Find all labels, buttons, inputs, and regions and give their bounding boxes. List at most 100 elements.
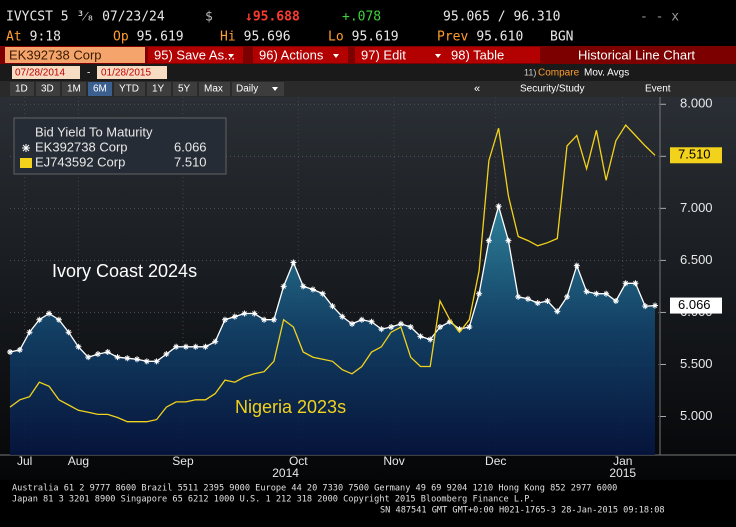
compare[interactable]: Compare [538, 68, 580, 79]
security-study[interactable]: Security/Study [520, 84, 584, 95]
security-input[interactable]: EK392738 Corp [9, 47, 102, 62]
period-label[interactable]: Max [204, 84, 223, 95]
legend-title: Bid Yield To Maturity [35, 124, 153, 139]
period-button[interactable] [62, 82, 86, 96]
period-label[interactable]: 5Y [178, 84, 191, 95]
point-marker [534, 300, 541, 307]
compare-code[interactable]: 11) [524, 67, 536, 77]
security-input-bg[interactable] [5, 47, 145, 63]
point-marker [65, 329, 72, 336]
period-button[interactable] [114, 82, 145, 96]
start-date-box[interactable] [12, 66, 80, 79]
point-marker [114, 354, 121, 361]
period-button[interactable] [10, 82, 34, 96]
period-label[interactable]: 1M [67, 84, 81, 95]
point-marker [251, 310, 258, 317]
quote-label: Prev [437, 30, 468, 45]
point-marker [437, 323, 443, 330]
point-marker [85, 354, 92, 361]
dropdown-arrow[interactable] [272, 87, 278, 91]
y-tick-label: 8.000 [680, 96, 713, 111]
x-tick-label: Oct [289, 454, 308, 468]
annotation: Ivory Coast 2024s [52, 261, 197, 281]
dropdown-arrow[interactable] [435, 54, 441, 58]
point-marker [26, 329, 33, 336]
period-button[interactable] [88, 82, 112, 96]
period-label[interactable]: 1Y [152, 84, 165, 95]
period-button[interactable] [36, 82, 60, 96]
x-tick-label: Dec [485, 454, 506, 468]
last-price: ↓95.688 [245, 10, 300, 25]
point-marker [505, 237, 512, 244]
period-label[interactable]: YTD [119, 84, 139, 95]
point-marker [427, 336, 434, 343]
date-separator: - [87, 68, 90, 79]
x-tick-label: Sep [172, 454, 194, 468]
toolbar-button[interactable] [253, 47, 348, 63]
period-button[interactable] [147, 82, 171, 96]
point-marker [612, 297, 619, 304]
point-marker [573, 262, 580, 269]
y-tick-label: 5.500 [680, 356, 713, 371]
period-label[interactable]: 6M [93, 84, 107, 95]
point-marker [378, 326, 385, 333]
mov-avgs[interactable]: Mov. Avgs [584, 68, 629, 79]
event[interactable]: Event [645, 84, 671, 95]
window-controls[interactable]: - ‑ x [640, 10, 679, 25]
point-marker [544, 297, 551, 304]
frequency[interactable]: Daily [236, 84, 258, 95]
point-marker [134, 356, 141, 363]
point-marker [368, 318, 375, 325]
point-marker [182, 343, 189, 350]
legend-marker [20, 158, 32, 168]
point-marker [280, 283, 287, 290]
period-button[interactable] [199, 82, 230, 96]
point-marker [446, 318, 453, 325]
point-marker [202, 343, 209, 350]
area [10, 206, 655, 455]
quote-value: 95.619 [137, 30, 184, 45]
point-marker [388, 323, 395, 330]
point-marker [397, 320, 404, 327]
dropdown-arrow[interactable] [333, 54, 339, 58]
period-button[interactable] [173, 82, 197, 96]
point-marker [554, 308, 561, 315]
legend-marker [22, 144, 30, 152]
point-marker [300, 283, 307, 290]
point-marker [524, 295, 531, 302]
period-label[interactable]: 3D [41, 84, 54, 95]
end-date-box[interactable] [97, 66, 167, 79]
point-marker [36, 316, 43, 323]
footer-line: SN 487541 GMT GMT+0:00 H021-1765-3 28-Ja… [380, 506, 665, 516]
point-marker [241, 310, 248, 317]
point-marker [104, 348, 111, 355]
legend-value: 6.066 [174, 139, 207, 154]
point-marker [192, 343, 199, 350]
dropdown-arrow[interactable] [228, 54, 234, 58]
toolbar-button[interactable] [148, 47, 243, 63]
frequency-button[interactable] [232, 82, 284, 96]
point-marker [16, 346, 23, 353]
point-marker [603, 290, 610, 297]
point-marker [652, 302, 658, 309]
point-marker [270, 316, 277, 323]
quote-label: Op [113, 30, 129, 45]
collapse[interactable]: « [474, 83, 480, 95]
last-value-label: 6.066 [678, 297, 711, 312]
end-date[interactable]: 01/28/2015 [101, 68, 151, 79]
footer-line: Australia 61 2 9777 8600 Brazil 5511 239… [12, 484, 617, 494]
quote-value: 95.696 [244, 30, 291, 45]
toolbar-button-label[interactable]: 97) Edit [361, 47, 406, 62]
point-marker [55, 316, 62, 323]
toolbar-button-label[interactable]: 96) Actions [259, 47, 324, 62]
toolbar-button[interactable] [445, 47, 540, 63]
quote-value: 95.610 [476, 30, 523, 45]
period-label[interactable]: 1D [15, 84, 28, 95]
point-marker [124, 355, 131, 362]
start-date[interactable]: 07/28/2014 [15, 68, 65, 79]
toolbar-button-label[interactable]: 95) Save As... [154, 47, 235, 62]
toolbar-button[interactable] [355, 47, 450, 63]
toolbar-button-label[interactable]: 98) Table [451, 47, 504, 62]
source: BGN [550, 30, 573, 45]
